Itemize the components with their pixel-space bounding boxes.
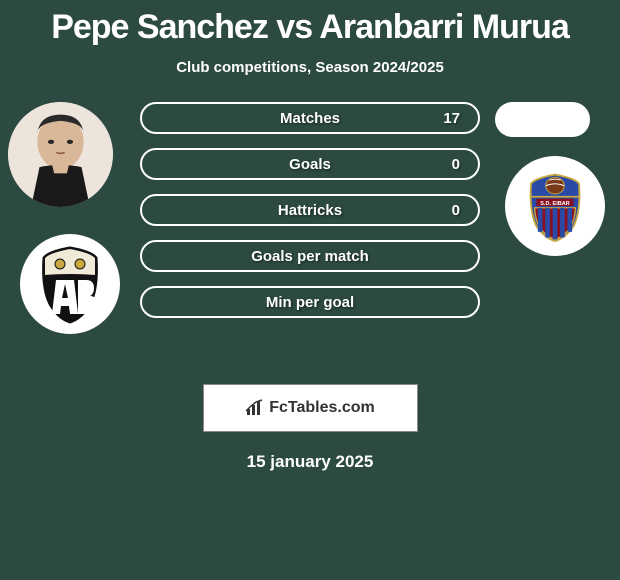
page-title: Pepe Sanchez vs Aranbarri Murua — [0, 0, 620, 47]
brand-text: FcTables.com — [269, 399, 375, 417]
stat-row: Min per goal — [140, 286, 480, 318]
stat-label: Matches — [280, 110, 340, 127]
stat-label: Goals — [289, 156, 331, 173]
chart-icon — [245, 399, 265, 417]
svg-text:S.D. EIBAR: S.D. EIBAR — [540, 201, 570, 207]
club-left-badge — [20, 234, 120, 334]
stat-row: Matches 17 — [140, 102, 480, 134]
stat-row: Goals per match — [140, 240, 480, 272]
comparison-panel: S.D. EIBAR Matches 17 Goals 0 Hattricks … — [0, 106, 620, 366]
stat-value-right: 17 — [443, 110, 460, 127]
stat-label: Hattricks — [278, 202, 342, 219]
stat-value-right: 0 — [452, 156, 460, 173]
stat-label: Goals per match — [251, 248, 369, 265]
eibar-crest-icon: S.D. EIBAR — [518, 169, 592, 243]
player-face-icon — [8, 102, 113, 207]
player-right-avatar — [495, 102, 590, 137]
club-right-badge: S.D. EIBAR — [505, 156, 605, 256]
brand-box: FcTables.com — [203, 384, 418, 432]
date-text: 15 january 2025 — [0, 452, 620, 472]
page-subtitle: Club competitions, Season 2024/2025 — [0, 59, 620, 76]
stats-list: Matches 17 Goals 0 Hattricks 0 Goals per… — [140, 102, 480, 332]
albacete-crest-icon — [30, 244, 110, 324]
stat-value-right: 0 — [452, 202, 460, 219]
stat-row: Hattricks 0 — [140, 194, 480, 226]
stat-label: Min per goal — [266, 294, 354, 311]
stat-row: Goals 0 — [140, 148, 480, 180]
player-left-avatar — [8, 102, 113, 207]
